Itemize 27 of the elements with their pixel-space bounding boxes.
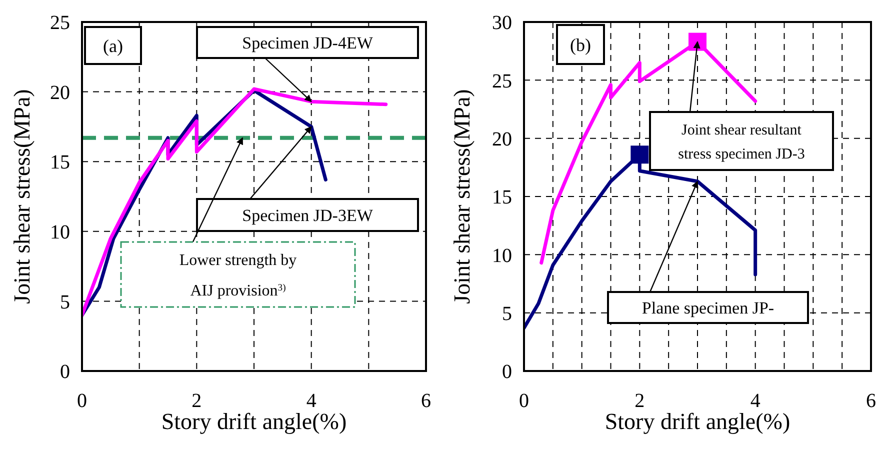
y-tick-label: 25 [50, 12, 70, 34]
annotation: (b) [570, 34, 591, 55]
y-tick-label: 25 [492, 70, 512, 92]
annotation: Plane specimen JP- [642, 298, 774, 318]
y-tick-label: 5 [60, 291, 70, 314]
y-tick-label: 0 [502, 361, 512, 384]
x-tick-label: 6 [866, 390, 876, 412]
annotation: (a) [103, 36, 123, 56]
y-axis-title: Joint shear stress(MPa) [9, 89, 34, 304]
y-tick-label: 0 [60, 361, 70, 384]
y-tick-label: 10 [50, 222, 70, 244]
y-tick-label: 30 [492, 12, 512, 34]
annotation: Joint shear resultant stress specimen JD-3 [678, 122, 805, 162]
y-tick-label: 15 [50, 152, 70, 174]
x-tick-label: 0 [77, 390, 87, 412]
line-series [82, 87, 388, 317]
y-tick-label: 5 [502, 302, 512, 325]
x-tick-label: 0 [519, 390, 529, 412]
x-tick-label: 6 [421, 390, 431, 412]
y-tick-label: 20 [50, 82, 70, 104]
y-tick-label: 20 [492, 128, 512, 150]
y-tick-label: 15 [492, 186, 512, 209]
y-tick-label: 10 [492, 244, 512, 267]
annotation: Lower strength by AIJ provision$^{3)}$ [179, 252, 297, 300]
annotation: Specimen JD-4EW [242, 33, 374, 52]
y-axis-title: Joint shear stress(MPa) [449, 89, 474, 304]
annotation: Specimen JD-3EW [242, 206, 374, 225]
